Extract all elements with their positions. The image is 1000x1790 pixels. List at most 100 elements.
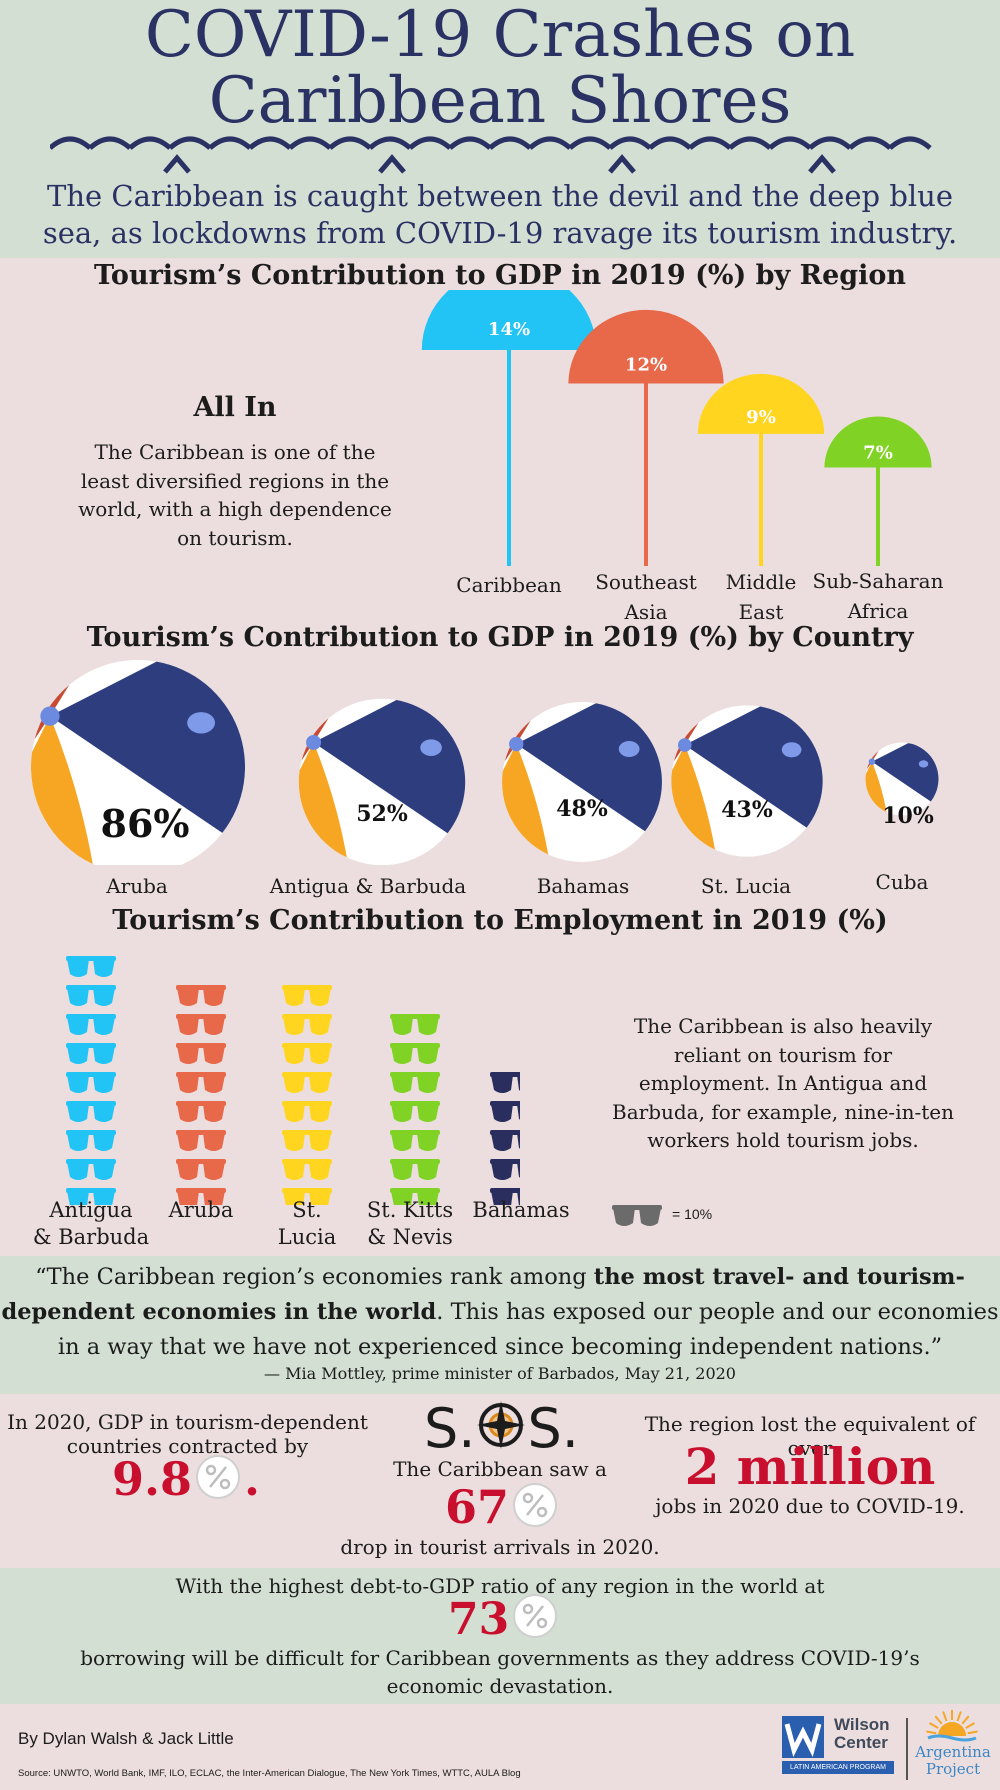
- sunglasses-icon: [176, 985, 226, 1006]
- region-category-label: Middle East: [725, 570, 797, 624]
- gdp-contraction-text: In 2020, GDP in tourism-dependent countr…: [7, 1410, 368, 1458]
- sources-note: Source: UNWTO, World Bank, IMF, ILO, ECL…: [18, 1768, 521, 1779]
- debt-stat: 73: [448, 1592, 561, 1648]
- sunglasses-icon: [282, 1101, 332, 1122]
- sunglasses-icon: [490, 1101, 520, 1122]
- employment-category-label: Antigua & Barbuda: [32, 1198, 150, 1249]
- sunglasses-icon: [66, 956, 116, 977]
- beach-ball: [298, 698, 466, 865]
- beach-ball: [865, 742, 939, 816]
- legend-label: = 10%: [672, 1206, 713, 1222]
- sunglasses-icon: [66, 1014, 116, 1035]
- sunglasses-icon: [176, 1159, 226, 1180]
- employment-category-label: Bahamas: [472, 1198, 570, 1222]
- country-category-label: Antigua & Barbuda: [269, 874, 467, 898]
- wilson-center-logo: [782, 1716, 824, 1762]
- employment-category-label: Aruba: [168, 1198, 234, 1222]
- sunglasses-icon: [390, 1188, 440, 1205]
- wilson-center-wordmark: Wilson Center: [834, 1716, 890, 1752]
- compass-icon: [475, 1399, 527, 1451]
- title-line-2: Caribbean Shores: [208, 64, 792, 138]
- sunglasses-icon: [176, 1101, 226, 1122]
- all-in-heading: All In: [193, 392, 277, 423]
- sunglasses-icon: [282, 1043, 332, 1064]
- sunglasses-icon: [282, 985, 332, 1006]
- gdp-contraction-stat: 9.8.: [112, 1452, 260, 1506]
- sunglasses-icon: [176, 1072, 226, 1093]
- percent-icon: [511, 1481, 559, 1529]
- sunglasses-icon: [490, 1159, 520, 1180]
- sunglasses-icon: [390, 1014, 440, 1035]
- beach-ball: [31, 660, 245, 865]
- employment-aside-text: The Caribbean is also heavily reliant on…: [612, 1014, 954, 1152]
- beach-ball-value-label: 43%: [721, 797, 773, 823]
- sunglasses-icon: [66, 1188, 116, 1205]
- jobs-text: The region lost the equivalent of over: [644, 1412, 976, 1460]
- jobs-value: 2 million: [684, 1437, 936, 1496]
- umbrella-bar: [568, 309, 724, 566]
- sunglasses-icon: [490, 1130, 520, 1151]
- umbrella-value-label: 14%: [488, 319, 530, 340]
- sunglasses-icon: [490, 1072, 520, 1093]
- sos-letter-1: S.: [424, 1397, 476, 1460]
- wilson-line-1: Wilson: [834, 1715, 890, 1734]
- sos-heading: S. S.: [424, 1398, 579, 1460]
- country-beachball-chart: [31, 660, 939, 865]
- sunglasses-icon: [390, 1130, 440, 1151]
- beach-ball-value-label: 52%: [356, 801, 408, 827]
- sunglasses-icon: [66, 1072, 116, 1093]
- sunglasses-icon: [66, 985, 116, 1006]
- page-subtitle: The Caribbean is caught between the devi…: [42, 179, 958, 250]
- sunglasses-icon: [176, 1130, 226, 1151]
- umbrella-bar: [697, 373, 825, 566]
- country-category-label: Cuba: [875, 870, 929, 894]
- quote-section: [0, 1256, 1000, 1394]
- country-chart-title: Tourism’s Contribution to GDP in 2019 (%…: [86, 622, 914, 653]
- authors-credit: By Dylan Walsh & Jack Little: [18, 1729, 234, 1748]
- arrivals-stat: 67: [445, 1476, 561, 1538]
- arrivals-value: 67: [445, 1480, 510, 1534]
- quote-attribution: — Mia Mottley, prime minister of Barbado…: [264, 1364, 736, 1383]
- sunglasses-icon: [176, 1043, 226, 1064]
- beach-ball: [502, 702, 662, 862]
- umbrella-value-label: 7%: [863, 442, 893, 463]
- sunglasses-icon: [282, 1159, 332, 1180]
- sunglasses-icon: [282, 1014, 332, 1035]
- beach-ball: [671, 705, 823, 857]
- wilson-line-2: Center: [834, 1733, 888, 1752]
- legend-sunglasses-icon: [612, 1205, 662, 1226]
- header-section: [0, 0, 1000, 258]
- argentina-line-1: Argentina: [915, 1743, 991, 1761]
- sos-letter-2: S.: [527, 1397, 579, 1460]
- debt-section: [0, 1568, 1000, 1704]
- employment-category-label: St. Lucia: [277, 1198, 337, 1249]
- sunglasses-icon: [390, 1072, 440, 1093]
- quote-part-1: “The Caribbean region’s economies rank a…: [35, 1264, 594, 1290]
- sunglasses-icon: [390, 1101, 440, 1122]
- all-in-text: The Caribbean is one of the least divers…: [78, 440, 392, 550]
- umbrella-value-label: 9%: [746, 407, 776, 428]
- sunglasses-icon: [282, 1130, 332, 1151]
- umbrella-value-label: 12%: [625, 354, 667, 375]
- wilson-program-label: LATIN AMERICAN PROGRAM: [782, 1761, 894, 1774]
- wilson-w-icon: [782, 1716, 824, 1758]
- employment-category-label: St. Kitts & Nevis: [366, 1198, 454, 1249]
- quote-emphasis: the most travel- and tourism-dependent e…: [1, 1264, 965, 1325]
- sunglasses-icon: [390, 1159, 440, 1180]
- gdp-contraction-period: .: [244, 1452, 261, 1506]
- argentina-project-wordmark: Argentina Project: [906, 1744, 1000, 1778]
- quote-part-2: . This has exposed our people and our ec…: [57, 1299, 999, 1360]
- percent-icon: [194, 1453, 242, 1501]
- debt-text-1: With the highest debt-to-GDP ratio of an…: [175, 1574, 825, 1598]
- arrivals-text: The Caribbean saw a: [393, 1457, 607, 1481]
- gdp-contraction-value: 9.8: [112, 1452, 193, 1506]
- waves-decoration: [50, 136, 932, 174]
- umbrella-bar: [421, 290, 597, 566]
- footer-section: [0, 1704, 1000, 1790]
- employment-chart-title: Tourism’s Contribution to Employment in …: [112, 905, 888, 936]
- sunglasses-icon: [176, 1014, 226, 1035]
- mottley-quote: “The Caribbean region’s economies rank a…: [0, 1260, 1000, 1365]
- sunglasses-icon: [66, 1101, 116, 1122]
- percent-icon: [511, 1592, 559, 1640]
- region-category-label: Sub-Saharan Africa: [812, 569, 944, 623]
